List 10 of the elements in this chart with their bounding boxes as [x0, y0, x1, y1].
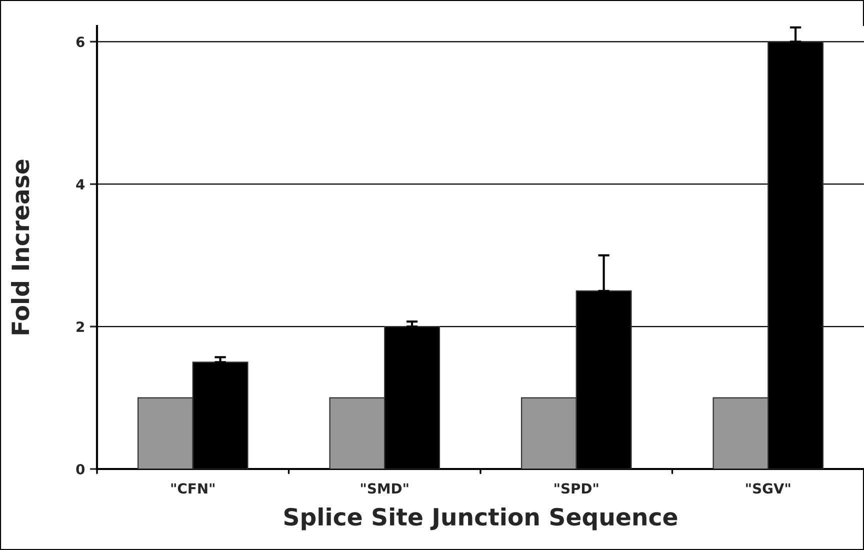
y-tick-label: 2	[76, 322, 84, 332]
x-tick-label: "CFN"	[171, 483, 214, 494]
x-tick-label: "SMD"	[361, 483, 408, 494]
y-tick-label: 4	[76, 179, 85, 190]
x-tick-label: "SPD"	[554, 483, 598, 494]
y-tick-label: 6	[76, 36, 84, 48]
x-tick-label: "SGV"	[746, 483, 790, 494]
y-tick-label: 0	[76, 464, 85, 474]
y-axis-title: Fold Increase	[11, 160, 30, 334]
x-axis-title: Splice Site Junction Sequence	[284, 507, 678, 530]
